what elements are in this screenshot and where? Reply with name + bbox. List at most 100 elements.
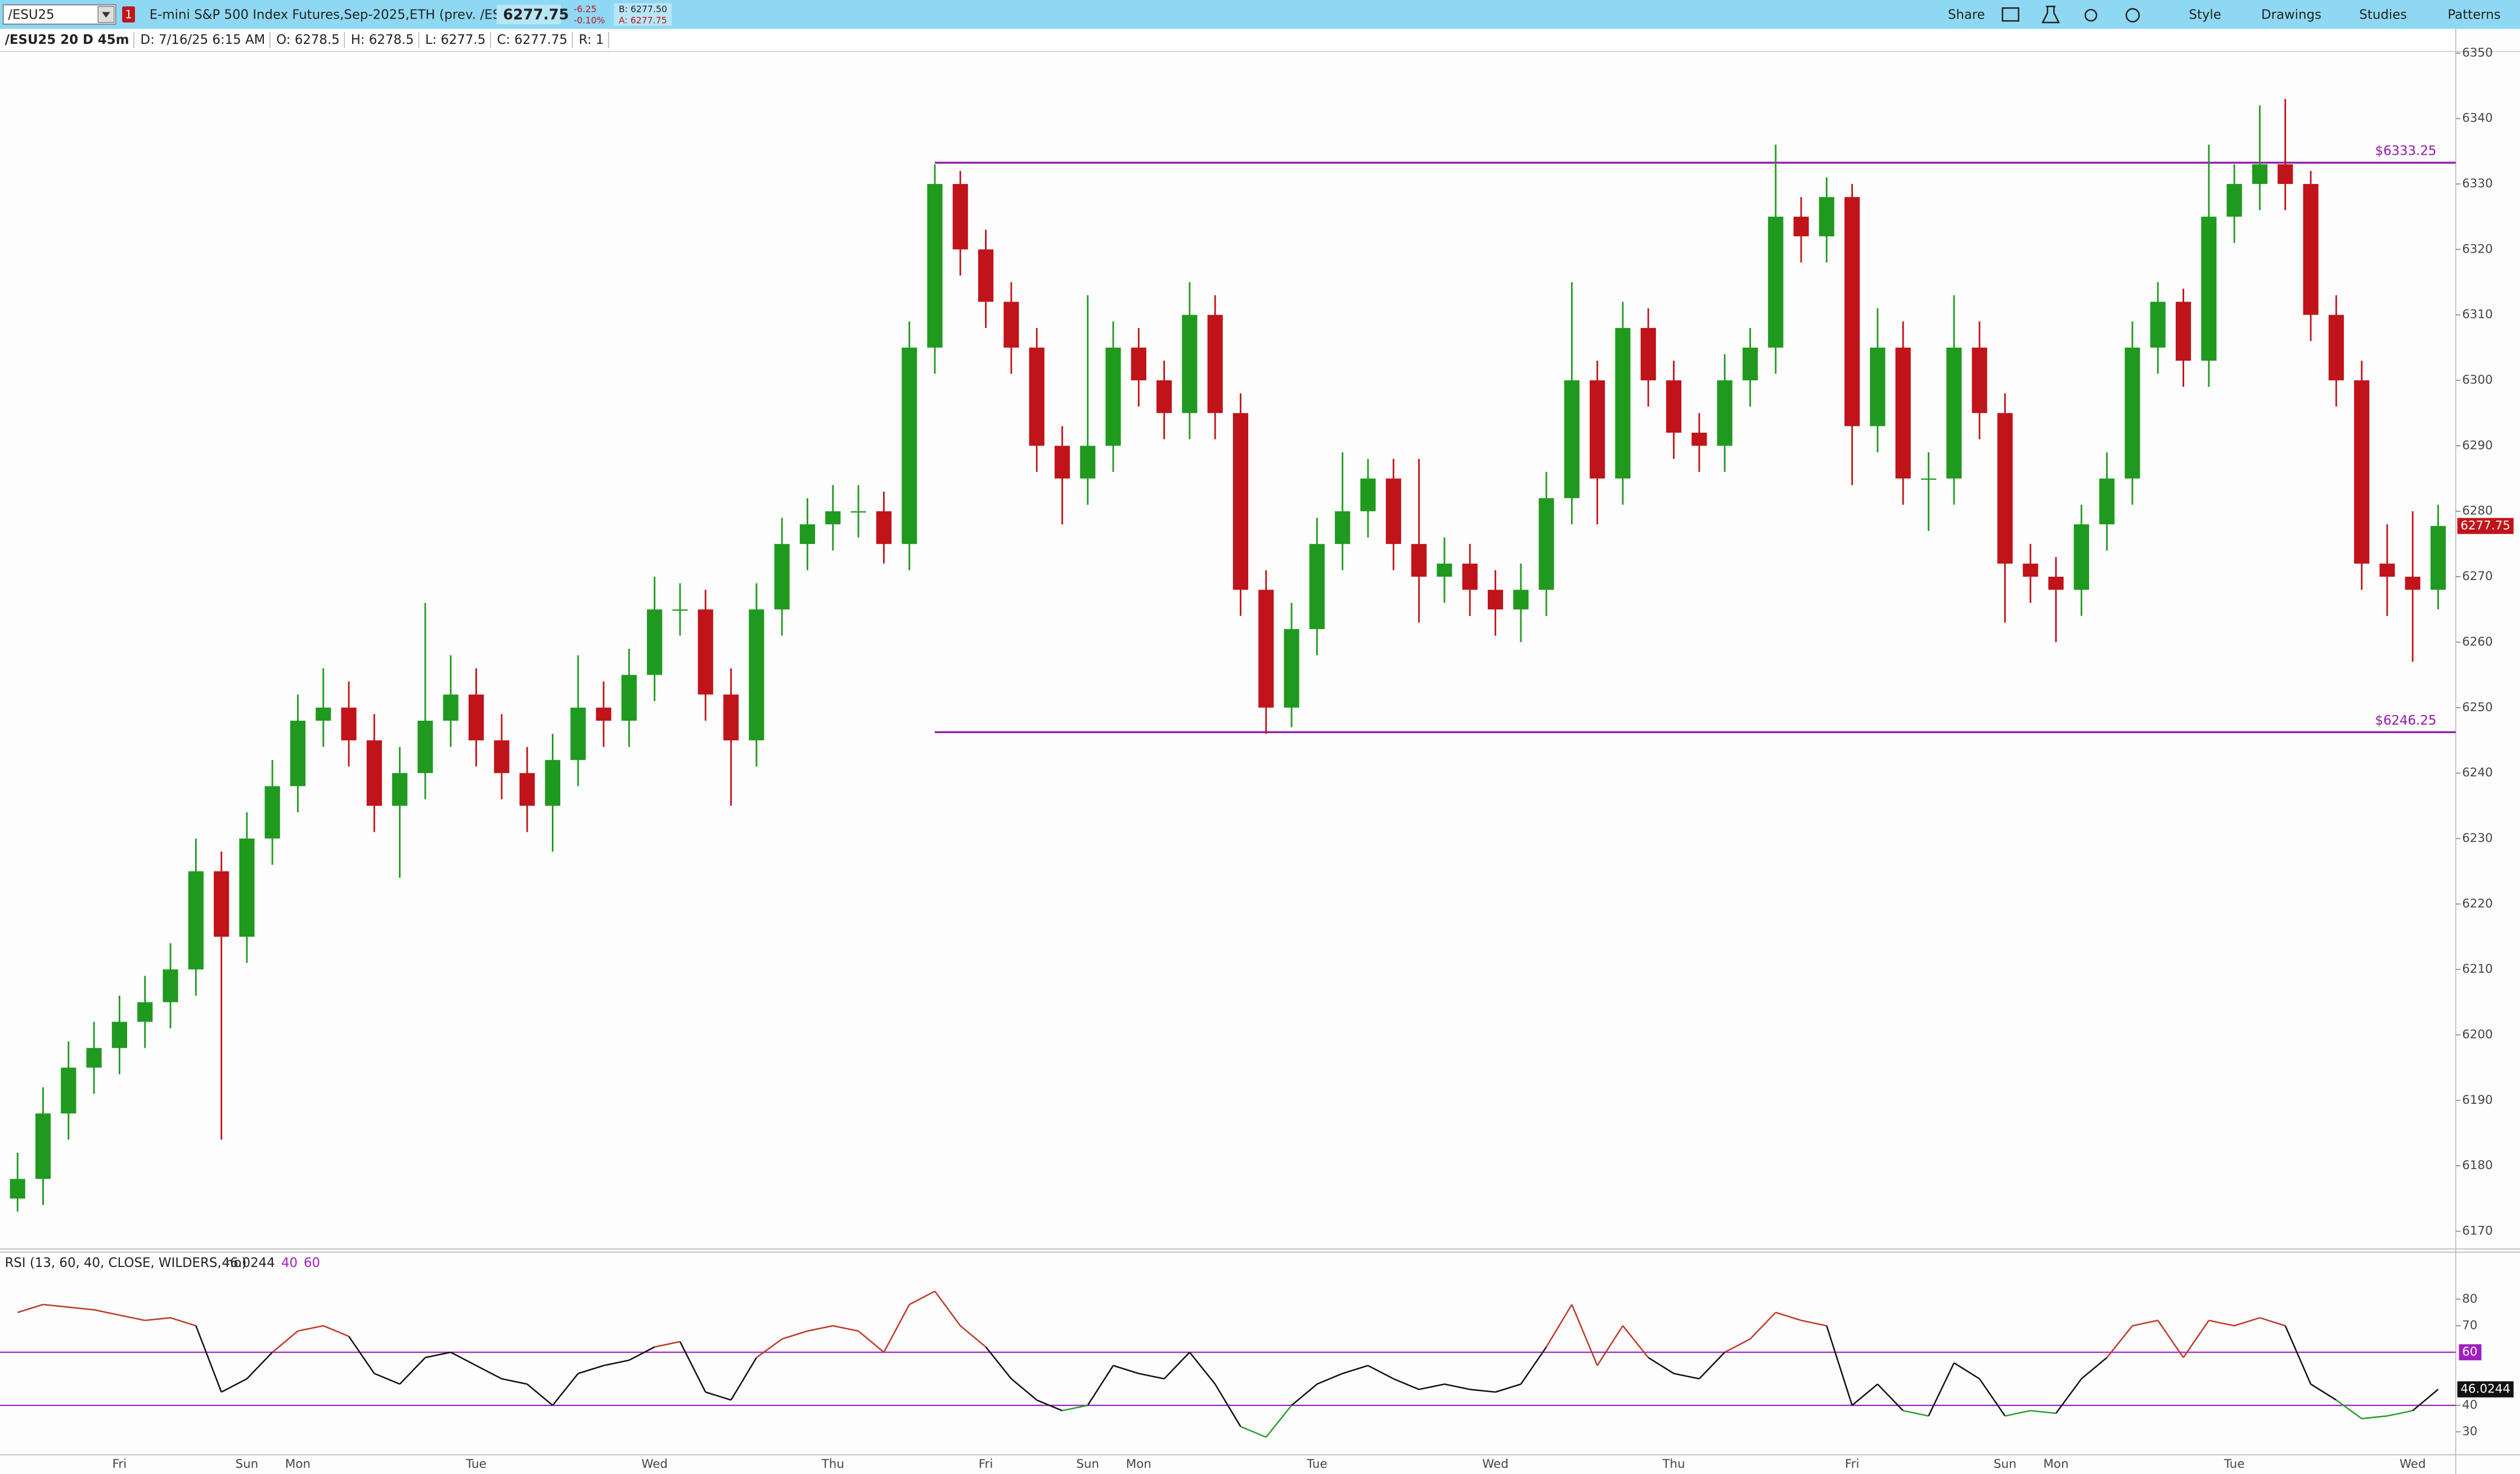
candle-body xyxy=(799,524,816,544)
alert-badge[interactable] xyxy=(122,6,135,23)
candle-body xyxy=(621,675,637,721)
candle-body xyxy=(1156,380,1172,414)
rsi-line-segment xyxy=(195,1325,222,1392)
rsi-line-segment xyxy=(1189,1351,1216,1385)
x-tick-label: Thu xyxy=(821,1457,844,1471)
rsi-line-segment xyxy=(883,1304,910,1353)
candle-body xyxy=(2048,577,2064,590)
candle-body xyxy=(2099,478,2115,525)
rsi-line-segment xyxy=(1851,1383,1878,1406)
rsi-line-segment xyxy=(526,1383,554,1406)
rsi-level-low: 40 xyxy=(281,1256,298,1270)
rsi-line-segment xyxy=(1648,1356,1675,1374)
rsi-line-segment xyxy=(348,1336,375,1374)
rsi-line-segment xyxy=(450,1351,477,1367)
rsi-line-segment xyxy=(1316,1373,1343,1385)
rsi-line-segment xyxy=(1291,1383,1318,1406)
candle-body xyxy=(111,1022,127,1048)
horizontal-line-label: $6333.25 xyxy=(2375,144,2436,159)
toolbar-button[interactable]: Studies xyxy=(2359,8,2407,23)
candle-body xyxy=(494,740,510,774)
rsi-line-segment xyxy=(1138,1373,1164,1380)
candle-body xyxy=(1946,347,1962,479)
rsi-line-segment xyxy=(552,1373,579,1406)
candle-body xyxy=(825,511,841,524)
rsi-line-segment xyxy=(2157,1320,2184,1358)
last-price-tag xyxy=(2457,518,2514,534)
info-bar xyxy=(0,29,2456,52)
candle-body xyxy=(596,707,611,721)
candle-body xyxy=(2175,302,2192,361)
candle-body xyxy=(2405,577,2420,590)
y-tick-label: 6280 xyxy=(2462,504,2492,518)
icon-button[interactable] xyxy=(2001,7,2019,22)
rsi-line-segment xyxy=(1163,1351,1190,1379)
rsi-line-segment xyxy=(679,1341,706,1392)
rsi-line-segment xyxy=(1801,1319,1827,1327)
candle-body xyxy=(2201,217,2217,361)
candle-body xyxy=(1360,478,1376,511)
rsi-line-segment xyxy=(272,1330,299,1353)
toolbar-button[interactable]: Drawings xyxy=(2261,8,2321,23)
rsi-level-tag xyxy=(2459,1344,2482,1360)
rsi-line-segment xyxy=(1571,1304,1598,1366)
symbol[interactable]: /ESU25 xyxy=(8,8,54,23)
rsi-line-segment xyxy=(2055,1378,2082,1414)
candle-body xyxy=(544,760,561,806)
rsi-value-tag-text: 46.0244 xyxy=(2460,1382,2510,1396)
rsi-line-segment xyxy=(374,1373,400,1385)
rsi-line-segment xyxy=(1673,1373,1700,1380)
symbol-input[interactable] xyxy=(2,4,116,25)
candle-body xyxy=(952,183,968,250)
rsi-line-segment xyxy=(1036,1399,1063,1412)
candle-body xyxy=(443,694,458,721)
rsi-line-segment xyxy=(2081,1357,2108,1379)
rsi-line-segment xyxy=(425,1351,451,1359)
candle-body xyxy=(392,773,408,806)
rsi-line-segment xyxy=(1954,1362,1980,1379)
rsi-line-segment xyxy=(145,1317,171,1322)
rsi-line-segment xyxy=(1520,1346,1547,1385)
candle-body xyxy=(341,707,357,740)
icon-button[interactable] xyxy=(2125,8,2140,23)
info-item: L: 6277.5 xyxy=(425,33,486,47)
rsi-line-segment xyxy=(960,1325,987,1348)
y-tick-label: 6230 xyxy=(2462,831,2492,845)
rsi-line-segment xyxy=(1342,1364,1369,1374)
rsi-line-segment xyxy=(170,1317,196,1327)
candle-body xyxy=(1768,217,1784,348)
rsi-line-segment xyxy=(1979,1378,2006,1417)
rsi-line-segment xyxy=(1087,1365,1114,1406)
info-item: H: 6278.5 xyxy=(351,33,414,47)
rsi-line-segment xyxy=(2182,1320,2210,1358)
rsi-line-segment xyxy=(1367,1365,1394,1379)
rsi-line-segment xyxy=(501,1378,528,1385)
x-tick-label: Tue xyxy=(1306,1457,1328,1471)
rsi-line-segment xyxy=(2387,1410,2413,1417)
icon-button[interactable] xyxy=(2084,8,2098,22)
rsi-line-segment xyxy=(246,1351,273,1379)
toolbar-button[interactable]: Style xyxy=(2189,8,2221,23)
candle-body xyxy=(1487,590,1504,610)
rsi-line-segment xyxy=(1495,1383,1522,1393)
rsi-y-tick-label: 40 xyxy=(2462,1398,2477,1412)
rsi-line-segment xyxy=(1265,1405,1293,1438)
icon-button[interactable] xyxy=(2041,6,2060,24)
candle-body xyxy=(1844,197,1860,426)
candle-body xyxy=(1029,347,1045,446)
candle-body xyxy=(2125,347,2140,479)
candle-body xyxy=(1462,563,1478,590)
x-tick-label: Wed xyxy=(641,1457,668,1471)
x-tick-label: Sun xyxy=(1076,1457,1099,1471)
bid: B: 6277.50 xyxy=(619,4,667,15)
y-tick-label: 6340 xyxy=(2462,111,2492,125)
toolbar-button[interactable]: Share xyxy=(1948,8,1985,23)
x-tick-label: Fri xyxy=(112,1457,127,1471)
candle-body xyxy=(978,249,994,302)
rsi-line-segment xyxy=(1877,1383,1904,1412)
toolbar-button[interactable]: Patterns xyxy=(2447,8,2500,23)
candle-body xyxy=(850,511,866,513)
candle-body xyxy=(519,773,535,806)
candle-body xyxy=(264,786,280,839)
